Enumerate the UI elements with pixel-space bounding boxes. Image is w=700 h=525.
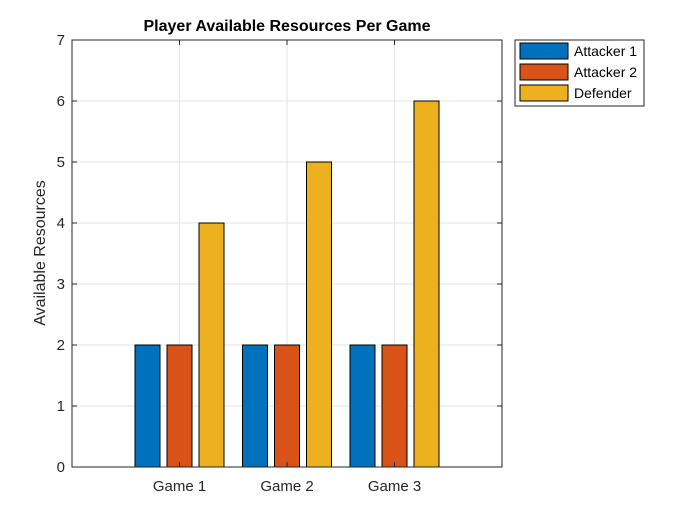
- x-tick-label: Game 3: [368, 478, 421, 495]
- legend-label: Attacker 1: [574, 43, 637, 59]
- bar-attacker-1: [134, 344, 161, 468]
- bar-attacker-2: [381, 344, 408, 468]
- y-axis-ticks: 0 1 2 3 4 5 6 7: [57, 32, 502, 476]
- y-tick-label: 0: [57, 459, 65, 476]
- y-tick-label: 1: [57, 398, 65, 415]
- y-tick-label: 3: [57, 276, 65, 293]
- bar-defender: [413, 100, 440, 468]
- legend: Attacker 1 Attacker 2 Defender: [514, 39, 645, 107]
- y-tick-label: 4: [57, 215, 65, 232]
- bar-attacker-2: [274, 344, 300, 468]
- legend-swatch: [519, 84, 569, 102]
- y-tick-label: 5: [57, 154, 65, 171]
- bar-defender: [306, 161, 332, 468]
- bar-attacker-2: [166, 344, 193, 468]
- x-tick-label: Game 1: [153, 478, 206, 495]
- x-tick-label: Game 2: [260, 478, 313, 495]
- legend-swatch: [519, 63, 569, 81]
- bar-attacker-1: [349, 344, 376, 468]
- x-axis-ticks: Game 1 Game 2 Game 3: [153, 40, 421, 495]
- legend-label: Attacker 2: [574, 64, 637, 80]
- bar-attacker-1: [242, 344, 268, 468]
- bar-defender: [198, 222, 225, 468]
- bars: [134, 100, 440, 468]
- y-tick-label: 6: [57, 93, 65, 110]
- y-tick-label: 7: [57, 32, 65, 49]
- y-tick-label: 2: [57, 337, 65, 354]
- chart-title: Player Available Resources Per Game: [144, 18, 431, 35]
- y-axis-label: Available Resources: [32, 180, 49, 326]
- legend-swatch: [519, 42, 569, 60]
- legend-label: Defender: [574, 85, 632, 101]
